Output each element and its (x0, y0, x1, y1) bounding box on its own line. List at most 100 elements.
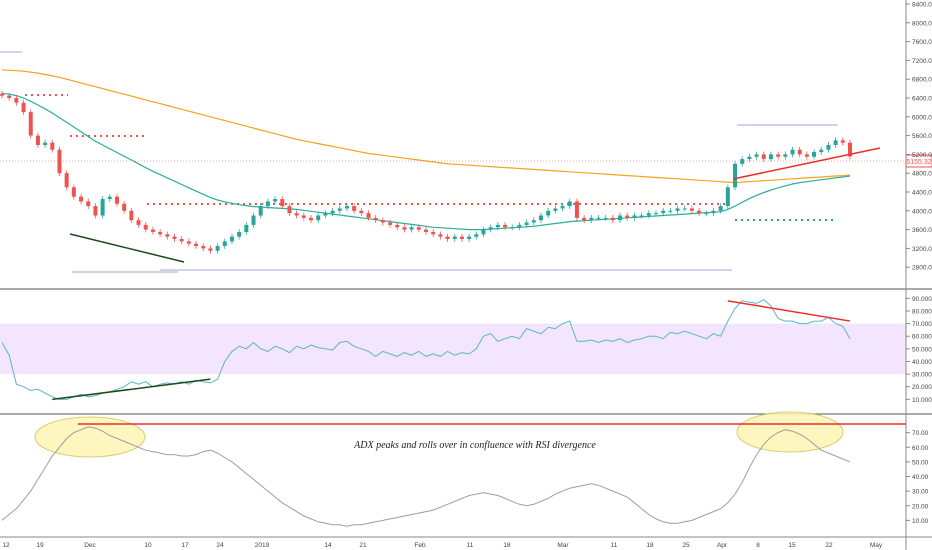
candle-body (668, 210, 673, 212)
candle-body (524, 222, 529, 225)
candle-body (301, 215, 306, 218)
candle-body (675, 208, 680, 211)
candle-body (143, 224, 148, 230)
time-axis-label: 18 (503, 542, 511, 549)
candle-body (244, 224, 249, 232)
adx-peak-highlight-right (736, 411, 844, 453)
candle-body (819, 149, 824, 153)
candle-body (215, 246, 220, 251)
rsi-axis-tick-label: 20.0000 (912, 384, 932, 391)
price-axis-tick-label: 4800.00 (912, 171, 932, 178)
candle-body (14, 98, 19, 103)
candle-body (258, 206, 263, 216)
rsi-line (1, 298, 851, 400)
candle-body (467, 236, 472, 239)
time-axis-label: 15 (788, 542, 796, 549)
candle-body (812, 152, 817, 157)
candle-body (208, 248, 213, 251)
candle-body (639, 215, 644, 217)
candle-body (294, 213, 299, 216)
candle-body (711, 210, 716, 214)
candle-body (510, 227, 515, 229)
candle-body (50, 142, 55, 150)
candle-body (0, 93, 4, 96)
candle-body (344, 206, 349, 209)
rsi-axis-tick-label: 60.0000 (912, 334, 932, 341)
candle-body (567, 201, 572, 207)
candle-body (603, 217, 608, 219)
candle-body (531, 220, 536, 223)
adx-axis-tick-label: 60.00 (912, 445, 929, 452)
time-axis-label: 2019 (255, 542, 270, 549)
candle-body (71, 187, 76, 197)
candle-body (582, 217, 587, 221)
candle-body (395, 224, 400, 228)
price-axis: 8400.00 8000.00 7600.00 7200.00 6800.00 6400.… (906, 2, 932, 272)
candle-body (783, 154, 788, 157)
candle-body (517, 224, 522, 228)
candle-body (424, 229, 428, 232)
time-axis-label: 22 (825, 542, 833, 549)
time-axis-label: 18 (646, 542, 654, 549)
time-axis-label: 8 (756, 542, 760, 549)
rsi-axis-tick-label: 80.0000 (912, 308, 932, 315)
rsi-axis-tick-label: 90.0000 (912, 296, 932, 303)
price-support-trendline (69, 233, 185, 263)
candle-body (488, 227, 493, 230)
rsi-divergence-lines (52, 300, 851, 401)
candle-body (35, 135, 40, 145)
price-axis-tick-label: 5200.00 (912, 152, 932, 159)
price-axis-tick-label: 6800.00 (912, 77, 932, 84)
time-axis-label: Dec (84, 542, 96, 549)
candle-body (179, 239, 184, 242)
candle-body (330, 210, 335, 214)
price-axis-tick-label: 8000.00 (912, 20, 932, 27)
candle-body (122, 203, 127, 211)
price-axis-tick-label: 5600.00 (912, 133, 932, 140)
candle-body (409, 227, 414, 230)
candle-body (416, 227, 421, 230)
candle-body (280, 199, 285, 207)
price-axis-tick-label: 7600.00 (912, 39, 932, 46)
candle-body (459, 236, 464, 239)
candle-body (93, 206, 98, 216)
candle-body (833, 140, 838, 145)
candle-body (625, 215, 630, 218)
adx-axis: 70.00 60.00 50.00 40.00 30.00 20.00 10.00 (906, 430, 929, 525)
price-axis-tick-label: 4000.00 (912, 208, 932, 215)
adx-annotation: ADX peaks and rolls over in confluence w… (353, 440, 596, 451)
candle-body (553, 208, 558, 211)
candle-body (337, 208, 342, 211)
time-axis-label: Apr (717, 542, 728, 549)
candle-body (229, 236, 234, 242)
candle-body (43, 142, 48, 145)
rsi-axis-tick-label: 70.0000 (912, 321, 932, 328)
candle-body (323, 213, 328, 216)
candle-body (618, 215, 623, 221)
candle-body (251, 215, 256, 225)
price-axis-tick-label: 4400.00 (912, 190, 932, 197)
candle-body (754, 154, 759, 157)
candle-body (697, 210, 702, 214)
time-axis-label: 17 (181, 542, 189, 549)
candle-body (596, 217, 601, 219)
candle-body (768, 154, 773, 160)
candle-body (129, 210, 134, 221)
candle-body (287, 206, 292, 214)
candle-body (316, 215, 321, 221)
candle-body (560, 206, 565, 209)
candle-body (86, 201, 91, 207)
price-axis-tick-label: 6400.00 (912, 96, 932, 103)
candle-body (503, 224, 508, 228)
price-axis-tick-label: 3200.00 (912, 246, 932, 253)
time-axis-label: 25 (682, 542, 690, 549)
candle-body (366, 213, 371, 218)
candle-body (388, 222, 393, 225)
rsi-axis-tick-label: 40.0000 (912, 359, 932, 366)
candle-body (380, 220, 385, 223)
candle-body (481, 229, 486, 235)
rsi-axis-tick-label: 30.0000 (912, 372, 932, 379)
adx-axis-tick-label: 30.00 (912, 489, 929, 496)
time-axis-label: 19 (36, 542, 44, 549)
